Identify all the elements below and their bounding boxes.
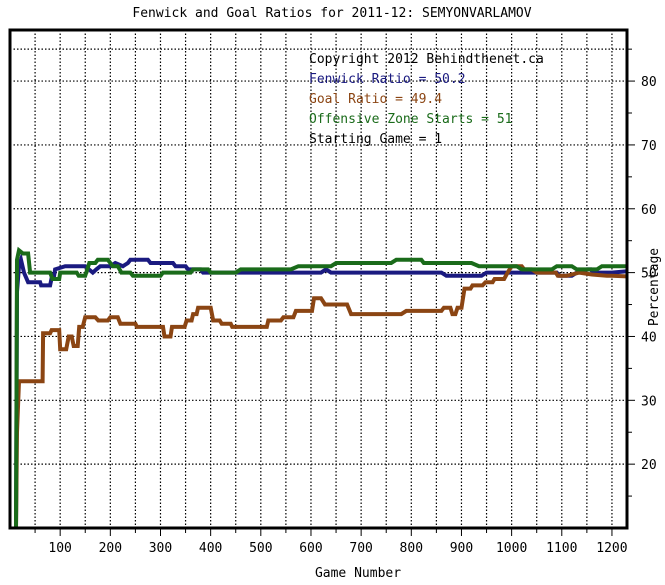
y-tick-label: 60 <box>641 203 657 218</box>
legend-annotations: Copyright 2012 Behindthenet.ca Fenwick Ra… <box>309 52 544 147</box>
series-line-3 <box>14 246 627 528</box>
x-tick-label: 900 <box>450 541 473 556</box>
x-tick-label: 1200 <box>596 541 627 556</box>
x-tick-label: 1000 <box>496 541 527 556</box>
y-tick-label: 30 <box>641 394 657 409</box>
x-tick-label: 200 <box>99 541 122 556</box>
x-tick-label: 800 <box>400 541 423 556</box>
y-tick-label: 50 <box>641 267 657 282</box>
grid <box>10 30 627 528</box>
x-tick-label: 500 <box>249 541 272 556</box>
x-tick-label: 100 <box>48 541 71 556</box>
y-tick-label: 40 <box>641 330 657 345</box>
legend-annotation: Fenwick Ratio = 50.2 <box>309 72 466 87</box>
axis-ticks: 100 200 300 400 500 600 700 800 900 1000 1100 1200 2… <box>34 48 657 556</box>
x-tick-label: 1100 <box>546 541 577 556</box>
legend-annotation: Copyright 2012 Behindthenet.ca <box>309 52 544 67</box>
y-tick-label: 70 <box>641 139 657 154</box>
series-lines <box>14 246 627 528</box>
chart-title: Fenwick and Goal Ratios for 2011-12: SEM… <box>132 6 531 21</box>
y-tick-label: 80 <box>641 75 657 90</box>
x-axis-label: Game Number <box>315 566 401 580</box>
x-tick-label: 400 <box>199 541 222 556</box>
legend-annotation: Goal Ratio = 49.4 <box>309 92 442 107</box>
x-tick-label: 700 <box>349 541 372 556</box>
legend-annotation: Starting Game = 1 <box>309 132 442 147</box>
series-line-2 <box>14 264 627 528</box>
y-axis-label: Percentage <box>647 248 662 326</box>
y-tick-label: 20 <box>641 458 657 473</box>
legend-annotation: Offensive Zone Starts = 51 <box>309 112 513 127</box>
x-tick-label: 600 <box>299 541 322 556</box>
x-tick-label: 300 <box>149 541 172 556</box>
plot-area-frame <box>8 28 629 530</box>
